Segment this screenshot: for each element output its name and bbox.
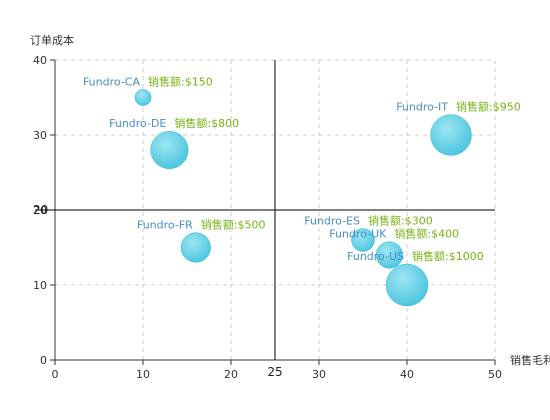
reference-lines: 25 20 xyxy=(33,60,495,379)
bubble-point xyxy=(375,241,403,269)
x-axis-label: 销售毛利 xyxy=(510,353,550,367)
reference-line-x-label: 25 xyxy=(267,365,282,379)
x-tick-label: 10 xyxy=(136,368,150,381)
point-name-label: Fundro-DE xyxy=(109,117,166,130)
point-name-label: Fundro-US xyxy=(347,250,404,263)
point-name-label: Fundro-IT xyxy=(396,101,448,114)
x-tick-label: 50 xyxy=(488,368,502,381)
point-sales-label: 销售额:$300 xyxy=(368,213,433,227)
point-sales-label: 销售额:$150 xyxy=(148,74,213,88)
x-tick-label: 0 xyxy=(52,368,59,381)
y-tick-label: 40 xyxy=(33,54,47,67)
x-tick-label: 20 xyxy=(224,368,238,381)
point-sales-label: 销售额:$400 xyxy=(394,227,459,241)
bubble-point xyxy=(134,89,152,106)
y-tick-label: 10 xyxy=(33,279,47,292)
x-tick-label: 30 xyxy=(312,368,326,381)
bubble-point xyxy=(180,232,211,263)
point-name-label: Fundro-ES xyxy=(304,214,360,227)
bubbles xyxy=(134,89,472,307)
point-sales-label: 销售额:$1000 xyxy=(412,249,484,263)
point-name-label: Fundro-CA xyxy=(83,75,141,88)
y-tick-label: 0 xyxy=(40,354,47,367)
bubble-point xyxy=(430,114,472,156)
point-sales-label: 销售额:$800 xyxy=(174,116,239,130)
bubble-point xyxy=(385,263,429,307)
bubble-point xyxy=(351,228,375,252)
point-sales-label: 销售额:$500 xyxy=(201,218,266,232)
y-tick-label: 30 xyxy=(33,129,47,142)
bubble-point xyxy=(150,130,189,170)
point-name-label: Fundro-UK xyxy=(329,228,387,241)
axes: 0 10 20 30 40 50 0 10 20 30 40 xyxy=(33,54,502,381)
reference-line-y-label: 20 xyxy=(33,203,48,217)
y-axis-label: 订单成本 xyxy=(30,33,74,47)
point-name-label: Fundro-FR xyxy=(137,219,193,232)
point-sales-label: 销售额:$950 xyxy=(456,100,521,114)
labels: Fundro-CA 销售额:$150 Fundro-DE 销售额:$800 Fundro… xyxy=(83,74,521,263)
x-tick-label: 40 xyxy=(400,368,414,381)
